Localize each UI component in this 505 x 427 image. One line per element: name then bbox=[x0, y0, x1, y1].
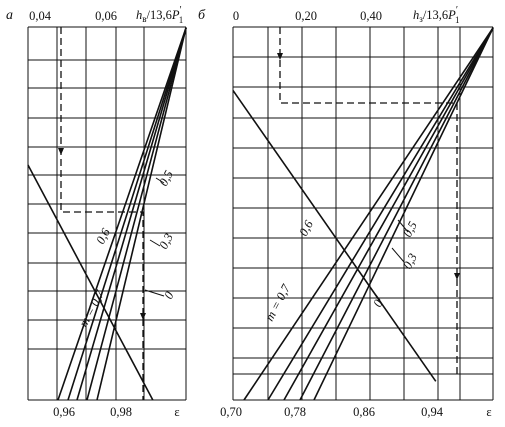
panel-a-top-label-p: P bbox=[171, 8, 180, 22]
panel-a-top-label-mid: /13,6 bbox=[147, 8, 172, 22]
panel-a-top-label-h: h bbox=[136, 8, 142, 22]
panel-b-marks: m = 0,70,6 0,50,30 bbox=[232, 27, 494, 401]
panel-b-series-line-4 bbox=[313, 27, 494, 401]
panel-b-top-axis-label: hз/13,6P′ 1 bbox=[413, 5, 460, 25]
panel-b-arrow-1 bbox=[454, 273, 460, 280]
panel-a-series-label-0: m = 0,7 bbox=[76, 287, 107, 329]
panel-b-top-label-h: h bbox=[413, 8, 419, 22]
panel-b-top-tick-3: 0,40 bbox=[360, 9, 382, 23]
panel-b-series-label-3: 0,3 bbox=[400, 251, 420, 271]
panel-b-leader-2 bbox=[371, 289, 381, 301]
panel-b-series-label-0: m = 0,7 bbox=[262, 281, 293, 323]
panel-b-top-tick-2: 0,20 bbox=[295, 9, 317, 23]
panel-a-bottom-tick-1: 0,96 bbox=[53, 405, 75, 419]
panel-a-letter: а bbox=[6, 8, 13, 23]
panel-a-series-line-4 bbox=[96, 27, 187, 401]
panel-a-bottom-axis-label: ε bbox=[174, 405, 179, 419]
panel-a-arrow-1 bbox=[140, 313, 146, 320]
panel-a-leader-1 bbox=[149, 239, 161, 247]
panel-a-series-label-3: 0,3 bbox=[156, 231, 176, 251]
panel-a-series-line-2 bbox=[76, 27, 187, 401]
panel-a-top-label-p-sub: 1 bbox=[179, 15, 184, 25]
panel-a-series-line-0 bbox=[57, 27, 187, 401]
panel-a-dashed-path bbox=[60, 27, 144, 400]
panel-b-series-line-3 bbox=[299, 27, 494, 401]
panel-a-top-axis-label: hв/13,6P′ 1 bbox=[136, 5, 183, 25]
panel-b-top-label-prime: ′ bbox=[456, 5, 458, 16]
panel-a-series-line-3 bbox=[86, 27, 187, 401]
panel-a-series-label-1: 0,6 bbox=[93, 225, 113, 246]
panel-b-top-tick-1: 0 bbox=[233, 9, 239, 23]
panel-b: б 0 0,20 0,40 hз/13,6P′ 1 m = 0,7 0,6 0,5 0,… bbox=[198, 5, 494, 419]
panel-a-leader-2 bbox=[144, 289, 165, 297]
panel-b-bottom-axis-label: ε bbox=[486, 405, 491, 419]
panel-a-decreasing-line bbox=[27, 164, 154, 401]
panel-a-top-tick-1: 0,04 bbox=[29, 9, 52, 23]
panel-b-bottom-tick-1: 0,70 bbox=[220, 405, 242, 419]
panel-a-marks: m = 0,70,60,50,30 bbox=[27, 27, 187, 401]
panel-b-series-label-1: 0,6 bbox=[296, 217, 316, 238]
panel-a-series-label-2: 0,5 bbox=[156, 168, 176, 188]
panel-b-decreasing-line bbox=[232, 89, 437, 382]
panel-a-leader-0 bbox=[155, 177, 165, 184]
panel-b-series-line-2 bbox=[283, 27, 494, 401]
panel-a-bottom-tick-2: 0,98 bbox=[110, 405, 132, 419]
panel-b-top-label-p: P bbox=[447, 8, 456, 22]
panel-b-dashed-path bbox=[279, 27, 458, 374]
panel-b-series-line-1 bbox=[267, 27, 494, 401]
panel-a: а 0,04 0,06 hв/13,6P′ 1 m = 0,7 0,6 0,5 0,3 0… bbox=[6, 5, 187, 419]
panel-a-series-line-1 bbox=[67, 27, 187, 401]
panel-b-grid bbox=[232, 26, 494, 401]
panel-a-top-tick-2: 0,06 bbox=[95, 9, 117, 23]
panel-a-top-label-prime: ′ bbox=[180, 5, 182, 16]
panel-b-top-label-mid: /13,6 bbox=[423, 8, 448, 22]
panel-a-top-label-sub: в bbox=[142, 14, 146, 24]
panel-b-arrow-0 bbox=[277, 53, 283, 60]
panel-b-top-label-p-sub: 1 bbox=[455, 15, 460, 25]
panel-b-bottom-tick-2: 0,78 bbox=[284, 405, 306, 419]
panel-a-arrow-0 bbox=[58, 148, 64, 155]
panel-b-series-line-0 bbox=[243, 27, 494, 401]
panel-b-bottom-tick-3: 0,86 bbox=[353, 405, 375, 419]
panel-b-bottom-tick-4: 0,94 bbox=[421, 405, 444, 419]
panel-a-grid bbox=[27, 26, 187, 401]
panel-b-leader-1 bbox=[391, 247, 405, 263]
panel-b-leader-0 bbox=[397, 219, 409, 233]
panel-b-letter: б bbox=[198, 8, 206, 23]
panel-b-series-label-2: 0,5 bbox=[400, 219, 420, 239]
panel-b-top-label-sub: з bbox=[419, 14, 423, 24]
